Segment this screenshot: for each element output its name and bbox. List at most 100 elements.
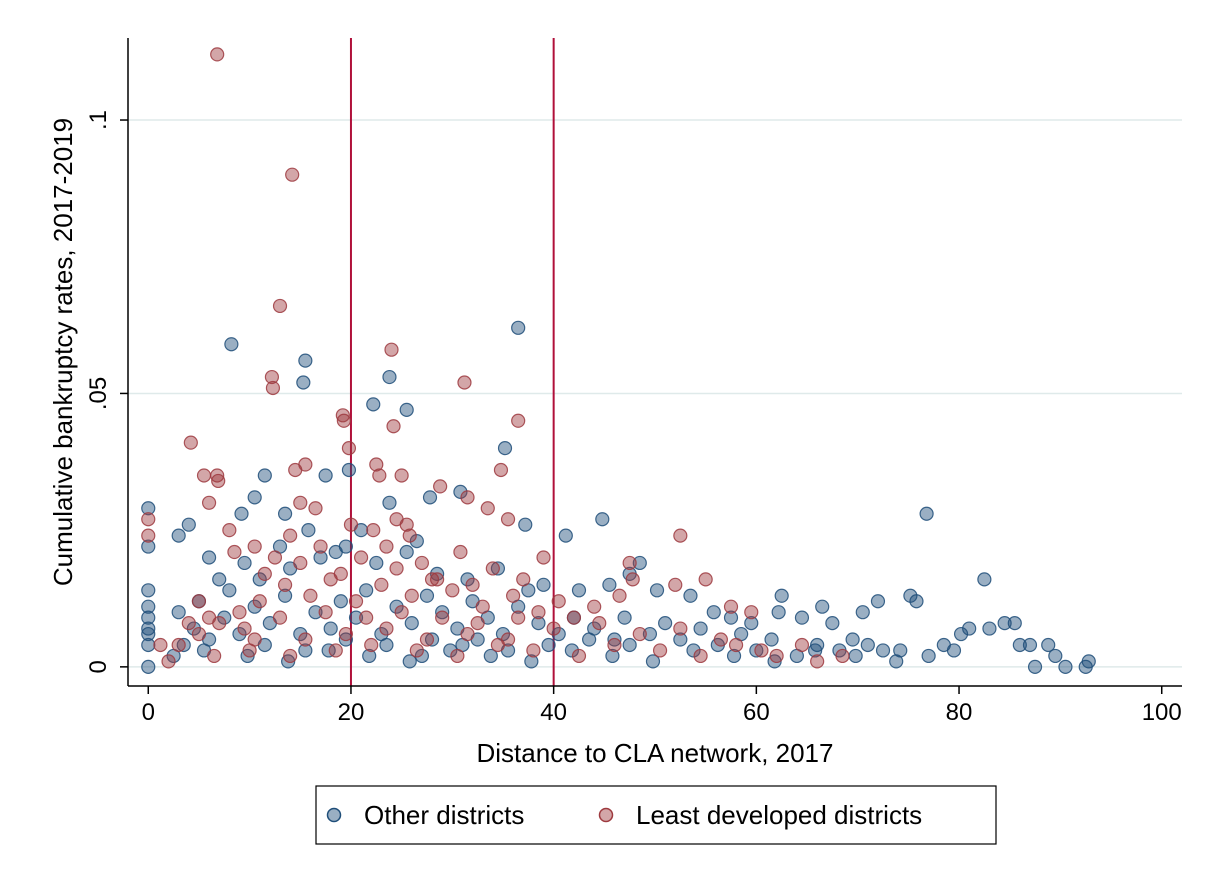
point-s0-16	[497, 441, 513, 456]
point-s0-28	[301, 523, 316, 538]
y-tick-label-1: .05	[85, 377, 112, 410]
point-s1-87	[592, 616, 607, 631]
point-s0-0	[141, 501, 156, 516]
point-s0-152	[889, 654, 904, 669]
x-tick-label-5: 100	[1142, 699, 1182, 726]
point-s1-68	[328, 643, 343, 658]
point-s0-123	[399, 544, 414, 560]
point-s0-97	[419, 588, 435, 603]
point-s0-17	[341, 462, 357, 478]
point-s0-11	[296, 375, 311, 390]
point-s0-18	[318, 468, 333, 483]
point-s0-26	[382, 495, 397, 510]
legend: Other districts Least developed district…	[315, 785, 997, 845]
point-s0-38	[649, 583, 665, 598]
point-s0-153	[424, 632, 440, 647]
point-s1-45	[551, 594, 566, 609]
x-tick-label-1: 20	[338, 699, 365, 726]
point-s0-43	[774, 588, 789, 603]
point-s0-120	[313, 550, 328, 565]
point-s0-42	[744, 616, 759, 631]
point-s1-10	[511, 413, 526, 428]
legend-marker-least-developed-districts	[598, 807, 614, 823]
point-s1-37	[625, 572, 640, 587]
point-s0-77	[764, 632, 779, 647]
point-s1-40	[723, 599, 739, 614]
point-s0-12	[366, 397, 381, 412]
point-s0-132	[237, 555, 252, 571]
point-s1-107	[191, 594, 207, 609]
point-s0-144	[564, 643, 579, 658]
point-s0-98	[404, 616, 419, 631]
point-s1-34	[673, 528, 688, 543]
point-s1-118	[283, 528, 298, 543]
point-s0-1	[141, 539, 156, 554]
point-s1-106	[227, 544, 242, 560]
point-s1-29	[222, 523, 237, 538]
point-s0-13	[382, 369, 397, 385]
point-s1-23	[460, 490, 475, 505]
y-ticks: 0 .05 .1	[85, 110, 128, 674]
point-s1-71	[450, 648, 465, 664]
data-points	[141, 47, 1096, 674]
point-s1-6	[457, 375, 472, 390]
point-s0-47	[825, 616, 840, 631]
point-s1-47	[506, 588, 521, 603]
point-s1-92	[394, 605, 409, 620]
point-s0-134	[171, 605, 186, 620]
point-s1-80	[810, 654, 825, 669]
point-s1-63	[153, 637, 168, 653]
x-tick-label-2: 40	[540, 699, 567, 726]
point-s0-139	[362, 648, 377, 664]
point-s0-19	[257, 468, 272, 483]
point-s1-57	[252, 594, 267, 609]
legend-label-least-developed-districts: Least developed districts	[636, 800, 922, 830]
point-s1-36	[622, 555, 637, 571]
x-tick-label-3: 60	[743, 699, 770, 726]
point-s1-99	[313, 539, 328, 554]
point-s0-158	[622, 637, 637, 653]
point-s1-82	[794, 637, 810, 653]
point-s0-3	[141, 599, 156, 614]
point-s1-103	[453, 544, 468, 560]
point-s0-36	[571, 583, 587, 598]
point-s1-18	[211, 473, 226, 489]
point-s1-123	[298, 632, 313, 647]
point-s1-26	[141, 512, 156, 527]
point-s0-146	[645, 654, 661, 669]
point-s1-81	[835, 648, 850, 664]
point-s0-24	[558, 528, 573, 543]
point-s0-22	[453, 484, 468, 499]
point-s1-109	[293, 555, 308, 571]
point-s0-68	[936, 637, 951, 653]
point-s0-4	[141, 610, 156, 625]
point-s0-56	[997, 616, 1012, 631]
point-s1-39	[744, 605, 759, 620]
point-s1-95	[272, 610, 288, 625]
point-s0-44	[771, 605, 786, 620]
point-s0-48	[855, 605, 870, 620]
point-s0-51	[909, 594, 924, 609]
point-s1-119	[419, 632, 435, 647]
point-s0-62	[1058, 659, 1073, 674]
point-s1-35	[536, 550, 551, 565]
point-s0-23	[595, 512, 610, 527]
point-s1-77	[693, 648, 708, 664]
point-s0-46	[815, 599, 830, 614]
point-s0-101	[359, 583, 374, 598]
point-s0-128	[409, 533, 424, 549]
point-s1-113	[465, 577, 480, 592]
point-s1-65	[207, 648, 222, 664]
point-s0-125	[460, 572, 475, 587]
x-tick-label-0: 0	[142, 699, 155, 726]
y-axis-title: Cumulative bankruptcy rates, 2017-2019	[48, 118, 78, 586]
point-s0-10	[298, 353, 313, 368]
point-s1-16	[493, 462, 509, 478]
point-s0-163	[414, 648, 430, 664]
point-s1-120	[460, 626, 475, 642]
point-s1-25	[308, 501, 323, 516]
point-s1-67	[283, 648, 298, 664]
point-s0-64	[1078, 659, 1093, 674]
point-s1-122	[338, 626, 353, 642]
